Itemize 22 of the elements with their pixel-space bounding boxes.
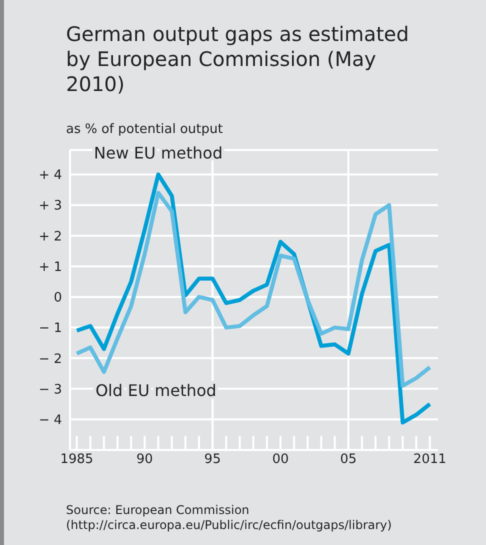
y-tick-label: − 2 xyxy=(38,352,62,367)
y-tick-label: + 3 xyxy=(38,198,62,214)
source-note: Source: European Commission xyxy=(66,503,250,518)
y-tick-label: 0 xyxy=(54,290,62,306)
y-tick-label: + 2 xyxy=(38,229,62,244)
x-tick-label: 95 xyxy=(204,452,221,468)
x-tick-label: 2011 xyxy=(413,452,446,468)
y-tick-label: + 4 xyxy=(38,168,62,184)
series-label: New EU method xyxy=(94,143,223,162)
chart-title: German output gaps as estimated by European Commission (May 2010) xyxy=(66,22,410,97)
x-tick-label: 00 xyxy=(272,452,289,468)
series-label: Old EU method xyxy=(95,380,216,400)
x-tick-label: 05 xyxy=(340,452,357,468)
text: (http://circa.europa.eu/Public/irc/ecfin/outgaps/library) xyxy=(66,518,392,533)
y-tick-label: − 4 xyxy=(38,413,62,428)
y-tick-label: − 1 xyxy=(38,321,62,336)
chart-subtitle: as % of potential output xyxy=(66,122,223,137)
x-tick-label: 1985 xyxy=(60,452,94,468)
line-series xyxy=(74,172,432,424)
y-tick-label: − 3 xyxy=(38,382,62,398)
x-tick-label: 90 xyxy=(136,452,153,468)
y-tick-label: + 1 xyxy=(38,260,62,275)
